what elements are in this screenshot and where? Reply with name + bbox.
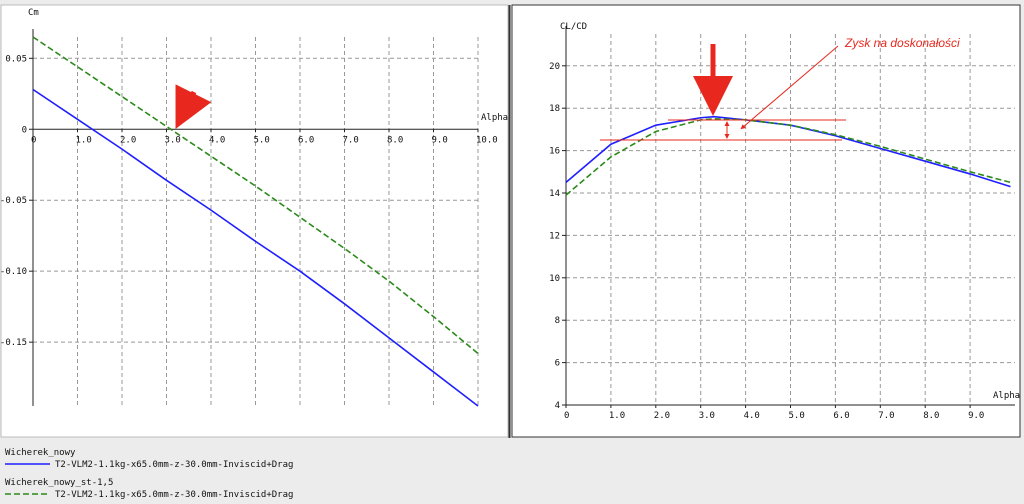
x-tick-label: 7.0 [878,411,894,421]
y-tick-label: -0.10 [0,267,27,277]
y-tick-label: 0 [22,125,27,135]
plot: 0 1.0 2.0 3.0 4.0 5.0 6.0 7.0 8.0 9.0 4 6 8 10 12 14 16 1… [549,22,1020,421]
x-tick-label: 3.0 [165,135,181,145]
y-axis-label: Cm [28,8,39,18]
right-panel [511,4,1021,438]
y-tick-label: 16 [549,147,560,157]
x-tick-label: 3.0 [699,411,715,421]
series-line [32,36,479,355]
x-tick-label: 2.0 [654,411,670,421]
x-tick-label: 1.0 [76,135,92,145]
x-tick-label: 6.0 [298,135,314,145]
y-tick-label: -0.05 [0,196,27,206]
plot: 0 1.0 2.0 3.0 4.0 5.0 6.0 7.0 8.0 9.0 10.0 -0.15 -0.… [0,8,508,407]
x-tick-label: 1.0 [609,411,625,421]
y-tick-label: 14 [549,189,560,199]
x-tick-label: 0 [31,135,36,145]
x-tick-label: 0 [564,411,569,421]
x-tick-label: 5.0 [254,135,270,145]
legend-label: T2-VLM2-1.1kg-x65.0mm-z-30.0mm-Inviscid+… [55,460,293,470]
y-tick-label: 12 [549,231,560,241]
x-tick-label: 9.0 [968,411,984,421]
annotations: Zysk na doskonałości [175,36,960,141]
series-line [32,88,479,407]
x-axis-label: Alpha [481,113,508,123]
annotation: Zysk na doskonałości [844,36,960,50]
y-tick-label: -0.15 [0,338,27,348]
legend-title: Wicherek_nowy_st-1,5 [5,478,113,488]
arrow [175,84,212,129]
x-tick-label: 7.0 [343,135,359,145]
x-tick-label: 4.0 [209,135,225,145]
x-tick-label: 8.0 [923,411,939,421]
legend-label: T2-VLM2-1.1kg-x65.0mm-z-30.0mm-Inviscid+… [55,490,293,500]
x-tick-label: 6.0 [833,411,849,421]
series-line [565,115,1011,188]
y-tick-label: 18 [549,104,560,114]
y-axis-label: CL/CD [560,22,587,32]
arrow [740,45,839,130]
x-tick-label: 5.0 [789,411,805,421]
y-tick-label: 20 [549,62,560,72]
legend-title: Wicherek_nowy [5,448,76,458]
x-tick-label: 4.0 [744,411,760,421]
x-tick-label: 8.0 [387,135,403,145]
x-axis-label: Alpha [993,391,1020,401]
y-tick-label: 6 [555,359,560,369]
y-tick-label: 4 [555,401,560,411]
y-tick-label: 8 [555,316,560,326]
y-tick-label: 10 [549,274,560,284]
x-tick-label: 9.0 [432,135,448,145]
x-tick-label: 2.0 [120,135,136,145]
y-tick-label: 0.05 [5,54,27,64]
x-tick-label: 10.0 [476,135,498,145]
series-line [565,117,1011,196]
